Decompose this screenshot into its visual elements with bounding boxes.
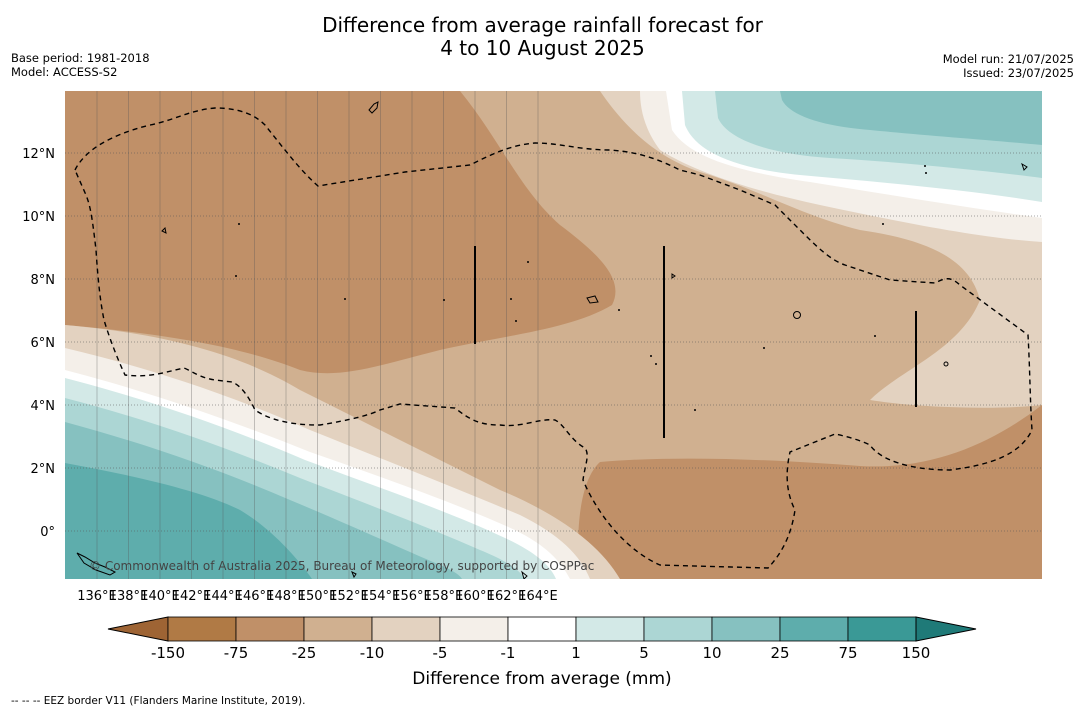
latitude-label: 4°N: [31, 399, 56, 414]
colorbar-segment: [779, 616, 849, 642]
colorbar-tick-label: 5: [639, 644, 649, 662]
colorbar-segment: [371, 616, 441, 642]
latitude-label: 2°N: [31, 462, 56, 477]
atoll: [694, 409, 696, 411]
latitude-label: 0°: [40, 525, 55, 540]
island-small-3: [351, 570, 357, 579]
map-panel: © Commonwealth of Australia 2025, Bureau…: [65, 91, 1042, 579]
island-small-2: [1021, 162, 1028, 171]
atoll: [618, 309, 620, 311]
colorbar-segment: [235, 616, 305, 642]
anomaly-band-minus75-minus25-south: [578, 405, 1042, 579]
island-new-guinea-coast: [76, 552, 117, 576]
colorbar-extend-low: [107, 616, 169, 642]
atoll: [443, 299, 445, 301]
colorbar-extend-high: [915, 616, 977, 642]
colorbar-segment: [303, 616, 373, 642]
colorbar-segment: [439, 616, 509, 642]
eez-borders: [74, 107, 1033, 569]
atoll: [235, 275, 237, 277]
eez-footnote: -- -- -- EEZ border V11 (Flanders Marine…: [11, 695, 306, 707]
colorbar-segment: [575, 616, 645, 642]
longitude-label: 160°E: [455, 589, 495, 604]
issued-date: Issued: 23/07/2025: [963, 66, 1074, 80]
atoll: [763, 347, 765, 349]
meta-left: Base period: 1981-2018 Model: ACCESS-S2: [11, 51, 150, 79]
anomaly-band-25-75-sw: [65, 463, 312, 579]
longitude-label: 152°E: [329, 589, 369, 604]
colorbar-title: Difference from average (mm): [412, 669, 671, 689]
colorbar-tick-label: 1: [571, 644, 581, 662]
atoll: [650, 355, 652, 357]
colorbar-segment: [167, 616, 237, 642]
longitude-label: 154°E: [361, 589, 401, 604]
title-line-2: 4 to 10 August 2025: [440, 36, 645, 60]
colorbar-segment: [711, 616, 781, 642]
colorbar-tick-label: 75: [838, 644, 857, 662]
longitude-label: 158°E: [424, 589, 464, 604]
colorbar-tick-label: -1: [501, 644, 516, 662]
island-saipan: [368, 101, 379, 114]
latitude-label: 12°N: [22, 147, 55, 162]
islands: [76, 101, 1028, 579]
colorbar-tick-label: -75: [224, 644, 249, 662]
model-name: Model: ACCESS-S2: [11, 65, 118, 79]
latitude-label: 8°N: [31, 273, 56, 288]
island-small-1: [671, 273, 676, 279]
longitude-label: 148°E: [266, 589, 306, 604]
longitude-axis-labels: 136°E138°E140°E142°E144°E146°E148°E150°E…: [77, 589, 558, 604]
longitude-label: 156°E: [392, 589, 432, 604]
longitude-label: 142°E: [172, 589, 212, 604]
colorbar-tick-label: 25: [770, 644, 789, 662]
atoll: [925, 172, 927, 174]
copyright-notice: © Commonwealth of Australia 2025, Bureau…: [89, 559, 594, 573]
longitude-label: 144°E: [203, 589, 243, 604]
colorbar-tick-label: 150: [902, 644, 931, 662]
meta-right: Model run: 21/07/2025 Issued: 23/07/2025: [943, 52, 1074, 80]
colorbar-segment: [643, 616, 713, 642]
longitude-label: 164°E: [518, 589, 558, 604]
atoll: [344, 298, 346, 300]
colorbar: [107, 616, 977, 642]
atoll: [924, 165, 926, 167]
atoll: [882, 223, 884, 225]
map-title: Difference from average rainfall forecas…: [0, 14, 1085, 60]
title-line-1: Difference from average rainfall forecas…: [322, 13, 763, 37]
atoll: [874, 335, 876, 337]
colorbar-tick-label: -150: [151, 644, 185, 662]
colorbar-tick-label: -10: [360, 644, 385, 662]
island-guam: [161, 226, 167, 234]
colorbar-segment: [507, 616, 577, 642]
longitude-label: 162°E: [487, 589, 527, 604]
colorbar-segment: [847, 616, 917, 642]
longitude-label: 138°E: [109, 589, 149, 604]
longitude-label: 136°E: [77, 589, 117, 604]
anomaly-band-10-25-ne: [780, 91, 1042, 145]
base-period: Base period: 1981-2018: [11, 51, 150, 65]
colorbar-tick-labels: -150 -75 -25 -10 -5 -1 1 5 10 25 75 150: [151, 644, 930, 662]
model-run: Model run: 21/07/2025: [942, 52, 1074, 66]
island-pohnpei: [793, 311, 801, 319]
colorbar-tick-label: 10: [702, 644, 721, 662]
atoll: [510, 298, 512, 300]
atoll: [238, 223, 240, 225]
longitude-label: 146°E: [235, 589, 275, 604]
island-chuuk: [586, 295, 599, 304]
reference-lines: [474, 246, 917, 438]
latitude-label: 6°N: [31, 336, 56, 351]
latitude-label: 10°N: [22, 210, 55, 225]
longitude-label: 140°E: [140, 589, 180, 604]
atoll: [655, 363, 657, 365]
island-small-4: [521, 570, 528, 579]
island-kosrae: [943, 361, 949, 367]
atoll: [515, 320, 517, 322]
eez-border-guam-cnmi: [74, 107, 1033, 569]
atolls: [235, 165, 927, 411]
colorbar-tick-label: -25: [292, 644, 317, 662]
atoll: [527, 261, 529, 263]
latitude-axis-labels: 12°N 10°N 8°N 6°N 4°N 2°N 0°: [22, 147, 55, 540]
colorbar-tick-label: -5: [433, 644, 448, 662]
longitude-label: 150°E: [298, 589, 338, 604]
